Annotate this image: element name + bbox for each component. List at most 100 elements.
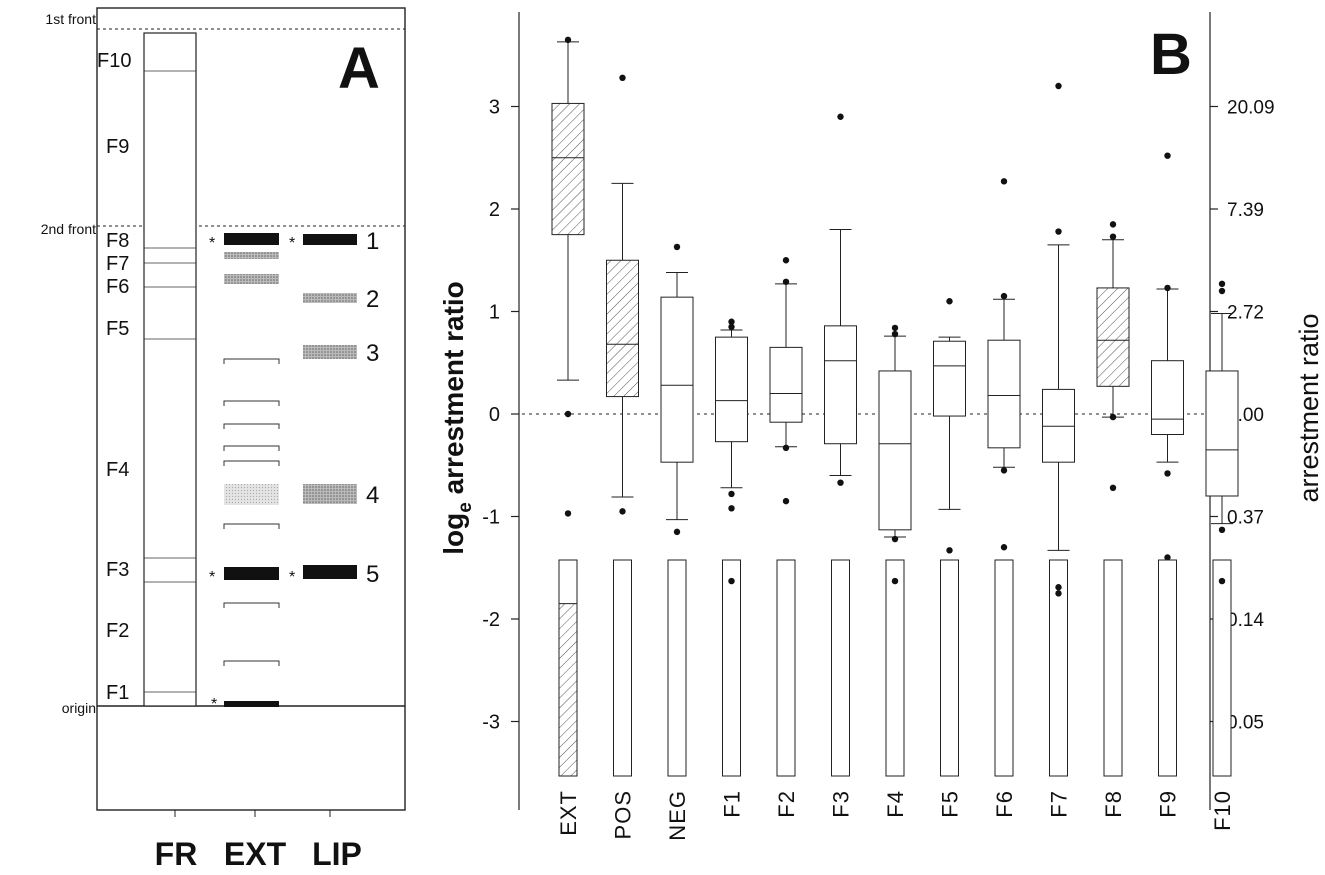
box <box>1042 388 1075 463</box>
lip-lane-bands: * * 1 2 3 4 5 <box>289 228 379 588</box>
lower-bar <box>831 559 850 777</box>
category-label: F2 <box>774 790 799 818</box>
star-marker: * <box>209 235 215 252</box>
y-tick-label-left: -2 <box>482 609 500 631</box>
band-number: 2 <box>366 286 379 313</box>
panel-a-frame <box>96 7 406 811</box>
y-tick-label-left: 2 <box>489 199 500 221</box>
faint-band <box>223 460 280 466</box>
fraction-label: F1 <box>106 682 129 704</box>
ext-band <box>224 274 279 284</box>
y-tick-label-right: 0.37 <box>1227 508 1264 529</box>
outlier-point <box>1000 467 1008 474</box>
outlier-point <box>1218 577 1226 585</box>
lower-bar <box>1103 559 1123 777</box>
outlier-point <box>673 528 681 536</box>
category-label: F4 <box>883 790 908 818</box>
ext-band <box>224 233 279 245</box>
star-marker: * <box>289 569 295 586</box>
ext-band <box>224 252 279 259</box>
box-plot-f8 <box>1096 221 1130 491</box>
y-label-rest: arrestment ratio <box>438 281 469 502</box>
first-front-label: 1st front <box>45 11 96 27</box>
lower-bar-hatched <box>558 603 578 777</box>
faint-band <box>223 445 280 451</box>
lower-bar <box>613 559 632 777</box>
origin-label: origin <box>62 700 96 716</box>
ext-faint-bands <box>223 358 280 666</box>
box-plots <box>551 36 1239 561</box>
ext-band <box>224 484 279 505</box>
ext-band <box>224 701 279 707</box>
box-plot-f10 <box>1205 280 1239 534</box>
y-tick-label-left: -1 <box>482 507 500 529</box>
fraction-label: F7 <box>106 253 129 275</box>
panel-a-label: A <box>338 36 380 101</box>
fraction-labels: F10 F9 F8 F7 F6 F5 F4 F3 F2 F1 <box>97 50 131 704</box>
box <box>987 339 1021 449</box>
second-front-label: 2nd front <box>41 221 96 237</box>
category-labels: EXT POS NEG F1 F2 F3 F4 F5 F6 F7 F8 F9 F10 <box>556 790 1235 841</box>
outlier-point <box>1000 544 1008 551</box>
y-label-log: log <box>438 513 469 555</box>
outlier-point <box>1164 284 1171 292</box>
box-plot-f1 <box>715 318 748 512</box>
outlier-point <box>1109 484 1117 491</box>
category-label: F3 <box>829 790 854 818</box>
y-tick-label-right: 2.72 <box>1227 303 1264 324</box>
faint-band <box>223 358 280 364</box>
lane-label-ext: EXT <box>224 836 287 872</box>
lane-label-lip: LIP <box>312 836 362 872</box>
outlier-point <box>891 535 899 543</box>
lane-ticks <box>174 810 331 817</box>
outlier-point <box>946 298 953 305</box>
outlier-point <box>728 505 735 512</box>
left-y-ticks: 3 2 1 0 -1 -2 -3 <box>482 97 519 734</box>
lip-band <box>303 565 357 579</box>
box-plot-f6 <box>987 178 1021 551</box>
outlier-point <box>728 577 735 585</box>
box <box>715 336 748 443</box>
ext-band <box>224 567 279 580</box>
box <box>1151 360 1184 436</box>
lower-bar <box>722 559 741 777</box>
category-label: F10 <box>1210 790 1235 831</box>
box <box>1205 370 1239 497</box>
fraction-label: F6 <box>106 276 129 298</box>
category-label: F5 <box>938 790 963 818</box>
outlier-point <box>837 113 844 120</box>
outlier-point <box>837 479 844 486</box>
box <box>878 370 912 531</box>
band-number: 3 <box>366 340 379 367</box>
outlier-point <box>564 36 572 44</box>
box-plot-f9 <box>1151 152 1184 561</box>
outlier-point <box>1055 82 1062 90</box>
outlier-point <box>891 330 899 338</box>
star-marker: * <box>289 235 295 252</box>
faint-band <box>223 523 280 529</box>
y-axis-label-right: arrestment ratio <box>1294 313 1324 502</box>
faint-band <box>223 660 280 666</box>
outlier-point <box>891 577 899 585</box>
y-tick-label-left: 1 <box>489 302 500 324</box>
category-label: F6 <box>992 790 1017 818</box>
ext-lane-bands: * * * <box>209 233 280 713</box>
faint-band <box>223 602 280 608</box>
lower-bar <box>1158 559 1177 777</box>
fraction-label: F10 <box>97 50 131 72</box>
outlier-point <box>728 318 735 325</box>
lower-bar <box>885 559 905 777</box>
fraction-label: F8 <box>106 230 129 252</box>
y-tick-label-left: 3 <box>489 97 500 119</box>
category-label: NEG <box>665 790 690 841</box>
outlier-point <box>728 490 735 498</box>
y-tick-label-right: 20.09 <box>1227 98 1275 119</box>
outlier-point <box>1000 178 1008 185</box>
outlier-point <box>673 243 681 251</box>
fraction-label: F5 <box>106 318 129 340</box>
category-label: F9 <box>1156 790 1181 818</box>
outlier-point <box>1218 526 1226 534</box>
star-marker: * <box>209 569 215 586</box>
